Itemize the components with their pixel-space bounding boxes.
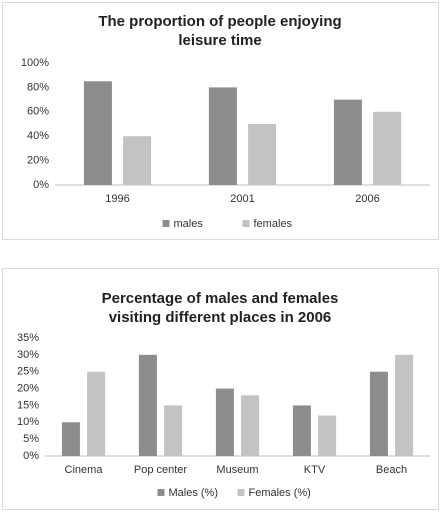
y-tick-label: 5% xyxy=(23,433,39,445)
x-tick-label: 2001 xyxy=(230,193,254,205)
bar xyxy=(83,81,112,185)
chart-title: The proportion of people enjoying leisur… xyxy=(98,13,342,49)
bar xyxy=(241,395,260,456)
y-tick-label: 0% xyxy=(33,179,49,191)
x-tick-label: 1996 xyxy=(105,193,129,205)
bar xyxy=(123,136,152,185)
bar xyxy=(208,87,237,185)
legend-swatch xyxy=(157,489,165,496)
bar xyxy=(373,111,402,185)
x-tick-label: Pop center xyxy=(134,464,188,476)
chart-title: Percentage of males and females visiting… xyxy=(101,290,339,326)
legend-swatch xyxy=(237,489,245,496)
bar xyxy=(164,405,183,456)
y-tick-label: 20% xyxy=(27,155,49,167)
x-tick-label: Cinema xyxy=(65,464,104,476)
y-tick-label: 15% xyxy=(17,399,39,411)
y-tick-label: 40% xyxy=(27,130,49,142)
chart-frame xyxy=(2,268,439,510)
bar xyxy=(138,354,157,456)
y-tick-label: 10% xyxy=(17,416,39,428)
x-tick-label: 2006 xyxy=(355,193,379,205)
bar xyxy=(87,371,106,456)
y-tick-label: 30% xyxy=(17,349,39,361)
chart-frame xyxy=(2,2,439,240)
x-tick-label: Museum xyxy=(216,464,258,476)
y-tick-label: 0% xyxy=(23,450,39,462)
legend-label: males xyxy=(174,218,204,230)
legend-swatch xyxy=(242,220,250,227)
y-tick-label: 25% xyxy=(17,366,39,378)
bar xyxy=(61,422,80,456)
bar xyxy=(333,99,362,185)
legend-swatch xyxy=(162,220,170,227)
x-tick-label: KTV xyxy=(304,464,326,476)
x-tick-label: Beach xyxy=(376,464,407,476)
y-tick-label: 20% xyxy=(17,382,39,394)
bar xyxy=(248,124,277,185)
legend-label: Females (%) xyxy=(249,487,311,499)
y-tick-label: 80% xyxy=(27,81,49,93)
legend-label: Males (%) xyxy=(169,487,219,499)
bar xyxy=(369,371,388,456)
y-tick-label: 60% xyxy=(27,106,49,118)
y-tick-label: 100% xyxy=(21,57,49,69)
bar xyxy=(215,388,234,456)
bar xyxy=(318,415,337,456)
y-tick-label: 35% xyxy=(17,332,39,344)
legend-label: females xyxy=(254,218,293,230)
bar xyxy=(395,354,414,456)
bar xyxy=(292,405,311,456)
